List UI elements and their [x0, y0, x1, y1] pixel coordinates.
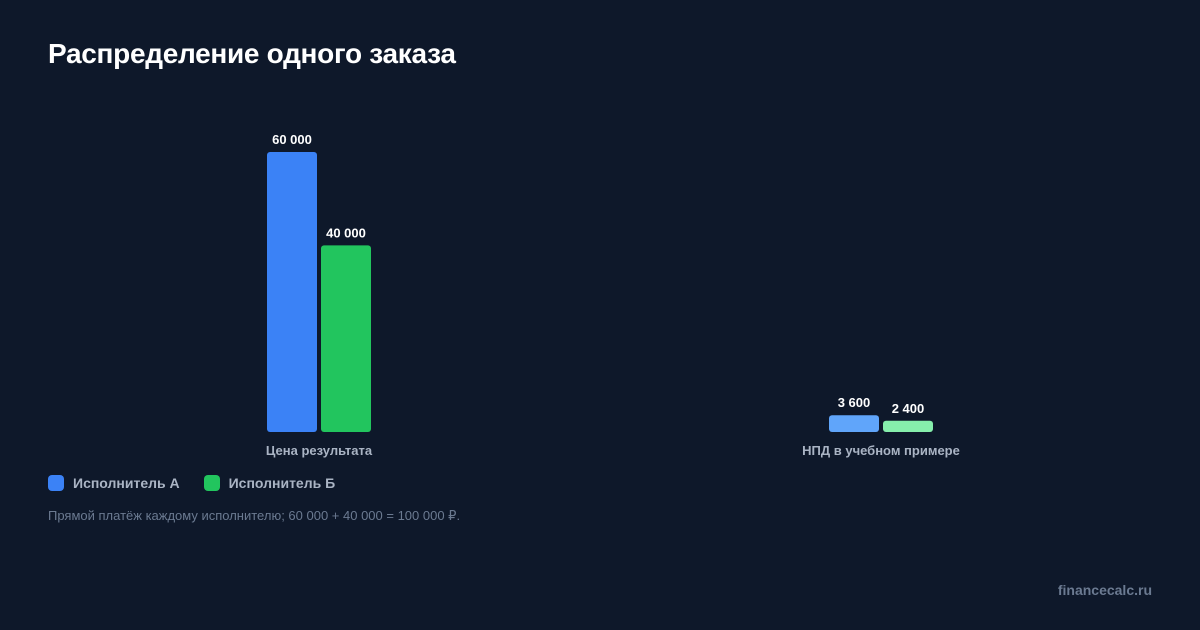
legend-label-a: Исполнитель А: [73, 475, 180, 491]
bar-0-1: [321, 245, 371, 432]
category-label-0: Цена результата: [266, 443, 373, 458]
legend-label-b: Исполнитель Б: [228, 475, 336, 491]
bar-value-label-1-0: 3 600: [838, 395, 871, 410]
bar-1-0: [829, 415, 879, 432]
legend-swatch-a: [48, 475, 64, 491]
legend-item-b: Исполнитель Б: [203, 475, 336, 491]
bar-value-label-1-1: 2 400: [892, 401, 925, 416]
brand-watermark: financecalc.ru: [1057, 582, 1152, 598]
bar-value-label-0-0: 60 000: [272, 132, 312, 147]
bar-0-0: [267, 152, 317, 432]
legend-item-a: Исполнитель А: [48, 475, 180, 491]
bar-value-label-0-1: 40 000: [326, 225, 366, 240]
bar-1-1: [883, 420, 933, 432]
chart-legend: Исполнитель А Исполнитель Б: [48, 475, 335, 491]
bar-chart: 60 000 40 000 Цена результата 3 600 2 400 НПД…: [266, 132, 960, 458]
chart-title: Распределение одного заказа: [48, 38, 456, 69]
chart-note: Прямой платёж каждому исполнителю; 60 00…: [48, 508, 461, 523]
legend-swatch-b: [203, 475, 220, 491]
category-label-1: НПД в учебном примере: [802, 443, 960, 458]
